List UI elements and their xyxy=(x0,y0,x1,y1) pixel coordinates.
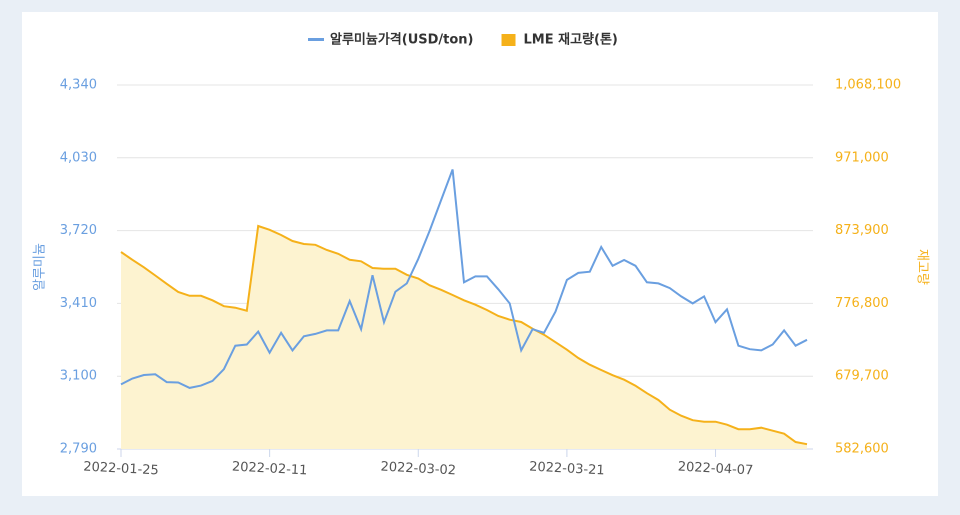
x-tick-label: 2022-02-11 xyxy=(232,460,308,479)
line xyxy=(120,224,808,446)
y-tick-label: 4,340 xyxy=(60,78,97,93)
y-axis-label: 알루미늄 xyxy=(33,243,48,291)
x-tick-label: 2022-03-02 xyxy=(380,460,456,479)
y-tick-label: 2,790 xyxy=(60,442,97,457)
x-tick-label: 2022-03-21 xyxy=(529,460,605,479)
y2-tick-label: 679,700 xyxy=(835,369,889,384)
legend-swatch[interactable] xyxy=(501,34,516,46)
y-tick-label: 3,100 xyxy=(60,369,97,384)
y2-tick-label: 971,000 xyxy=(835,150,889,165)
area xyxy=(121,226,807,449)
y2-tick-label: 582,600 xyxy=(835,442,889,457)
legend-label[interactable]: 알루미늄가격(USD/ton) xyxy=(330,32,474,48)
legend-label[interactable]: LME 재고량(톤) xyxy=(524,33,618,48)
legend-swatch[interactable] xyxy=(308,38,324,41)
x-tick-label: 2022-04-07 xyxy=(677,460,753,479)
y2-tick-label: 1,068,100 xyxy=(835,78,901,93)
line xyxy=(120,169,808,389)
y2-tick-label: 873,900 xyxy=(835,223,889,238)
y-tick-label: 4,030 xyxy=(60,150,97,165)
y2-axis-label: 재고량 xyxy=(915,249,930,285)
y2-tick-label: 776,800 xyxy=(835,296,889,311)
y-tick-label: 3,410 xyxy=(60,296,97,311)
y-tick-label: 3,720 xyxy=(60,223,97,238)
x-tick-label: 2022-01-25 xyxy=(83,460,159,479)
